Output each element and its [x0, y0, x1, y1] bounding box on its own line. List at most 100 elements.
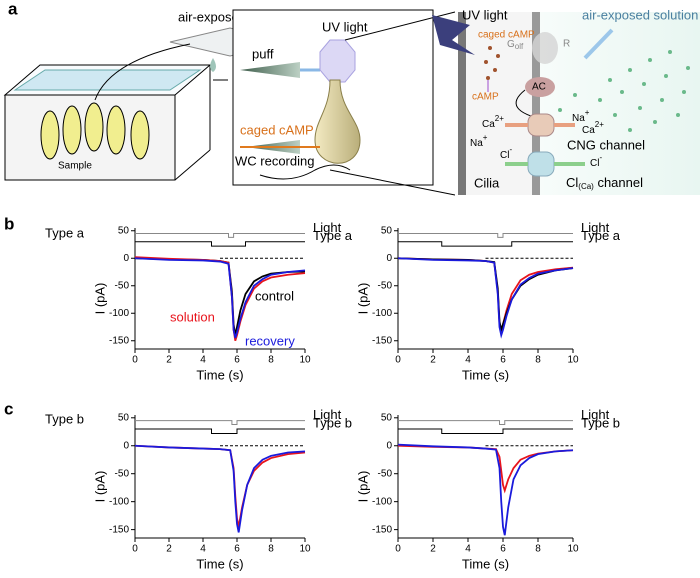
label: AC	[532, 82, 546, 93]
y-tick-label: -50	[115, 468, 130, 479]
x-tick-label: 4	[465, 355, 471, 366]
membrane	[532, 12, 540, 195]
receptor	[532, 32, 558, 64]
x-tick-label: 8	[535, 355, 541, 366]
x-tick-label: 6	[234, 355, 240, 366]
current-trace	[397, 257, 574, 339]
x-tick-label: 6	[234, 544, 240, 555]
x-tick-label: 8	[268, 544, 274, 555]
label: UV light	[322, 19, 368, 34]
stimulus-trace	[398, 420, 573, 426]
panel-letter: b	[4, 214, 14, 233]
current-trace	[134, 257, 306, 339]
y-tick-label: 0	[123, 440, 129, 451]
label: puff	[252, 46, 274, 61]
stimulus-trace	[398, 241, 573, 247]
label: WC recording	[235, 153, 314, 168]
label: Na+	[470, 133, 488, 149]
stimulus-trace	[398, 233, 573, 238]
x-axis-label: Time (s)	[462, 556, 509, 571]
charts: -150 -100 -50 0 50 0 2 4 6 8 10 Time (s) I (pA) Light…	[92, 220, 620, 572]
y-axis-label: I (pA)	[355, 471, 370, 503]
series-label: Type b	[581, 415, 620, 430]
series-label: Light	[313, 407, 342, 422]
label: Cl(Ca) channel	[566, 175, 643, 191]
label: Golf	[507, 39, 524, 51]
x-axis-label: Time (s)	[196, 367, 243, 382]
odorant-dots	[558, 50, 690, 132]
clca-channel	[527, 151, 555, 177]
caged-dots	[484, 46, 500, 80]
puff-pipette	[240, 62, 300, 78]
y-axis-label: I (pA)	[92, 471, 107, 503]
row-label: Type b	[45, 411, 84, 426]
y-tick-label: -150	[109, 524, 129, 535]
series-label: control	[255, 288, 294, 303]
y-tick-label: -150	[372, 524, 392, 535]
x-tick-label: 0	[132, 544, 138, 555]
x-tick-label: 0	[395, 355, 401, 366]
series-label: solution	[170, 309, 215, 324]
stimulus-trace	[135, 233, 305, 238]
membrane	[458, 12, 466, 195]
x-tick-label: 4	[200, 544, 206, 555]
panel-letter: a	[8, 0, 18, 18]
x-tick-label: 10	[567, 355, 579, 366]
uv-spot	[319, 39, 356, 83]
series-label: Light	[581, 220, 610, 235]
y-tick-label: 50	[118, 225, 130, 236]
stimulus-trace	[135, 241, 305, 247]
y-tick-label: 0	[386, 253, 392, 264]
y-tick-label: -150	[372, 335, 392, 346]
x-tick-label: 0	[395, 544, 401, 555]
y-tick-label: -100	[109, 308, 129, 319]
label: Cl-	[500, 145, 512, 161]
y-tick-label: 50	[381, 225, 393, 236]
label: CNG channel	[567, 137, 645, 152]
y-tick-label: -100	[109, 496, 129, 507]
x-tick-label: 6	[500, 544, 506, 555]
y-tick-label: -150	[109, 335, 129, 346]
label: caged cAMP	[240, 122, 314, 137]
label: Ca2+	[582, 120, 604, 136]
stimulus-trace	[135, 428, 305, 434]
series-label: Type a	[581, 228, 621, 243]
y-tick-label: -50	[378, 468, 393, 479]
y-tick-label: 50	[118, 412, 130, 423]
label: R	[563, 39, 570, 50]
x-tick-label: 4	[465, 544, 471, 555]
panel-letter: c	[4, 399, 13, 418]
x-tick-label: 8	[268, 355, 274, 366]
wire	[259, 164, 351, 180]
x-tick-label: 4	[200, 355, 206, 366]
uv-bolt	[432, 15, 475, 55]
x-tick-label: 2	[166, 544, 172, 555]
label: Ca2+	[482, 114, 504, 130]
label: cAMP	[472, 92, 499, 103]
zoom-line	[329, 169, 456, 196]
x-tick-label: 2	[430, 355, 436, 366]
label: Sample	[58, 161, 92, 172]
y-tick-label: 0	[386, 440, 392, 451]
arrow	[583, 28, 614, 60]
label: caged cAMP	[478, 30, 535, 41]
y-tick-label: -100	[372, 308, 392, 319]
arrow	[94, 43, 191, 101]
sample-chamber	[3, 64, 212, 181]
x-tick-label: 2	[166, 355, 172, 366]
current-trace	[397, 443, 574, 536]
label: Na+	[572, 108, 590, 124]
x-tick-label: 10	[567, 544, 579, 555]
y-tick-label: -100	[372, 496, 392, 507]
cng-channel	[527, 113, 555, 137]
series-label: recovery	[245, 333, 295, 348]
x-tick-label: 8	[535, 544, 541, 555]
series-label: Light	[581, 407, 610, 422]
current-trace	[134, 444, 306, 533]
series-label: Light	[313, 220, 342, 235]
y-tick-label: -50	[378, 280, 393, 291]
x-tick-label: 0	[132, 355, 138, 366]
x-tick-label: 6	[500, 355, 506, 366]
label: Cilia	[474, 175, 500, 190]
droplet	[210, 58, 216, 72]
